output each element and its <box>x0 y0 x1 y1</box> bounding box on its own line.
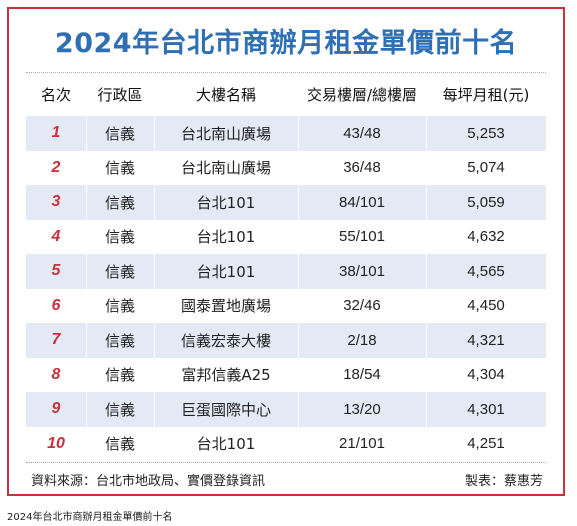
floor-cell: 84/101 <box>339 193 385 211</box>
page-title: 2024年台北市商辦月租金單價前十名 <box>54 28 518 59</box>
rank-cell: 4 <box>51 227 61 245</box>
building-cell: 台北101 <box>196 193 256 212</box>
table-row: 8 信義 富邦信義A25 18/54 4,304 <box>26 357 546 392</box>
header-rank: 名次 <box>40 86 71 104</box>
floor-cell: 2/18 <box>347 331 377 349</box>
floor-cell: 55/101 <box>339 228 385 246</box>
district-cell: 信義 <box>104 435 135 454</box>
building-cell: 台北南山廣場 <box>180 159 271 178</box>
table-row: 6 信義 國泰置地廣場 32/46 4,450 <box>26 288 546 323</box>
building-cell: 台北101 <box>196 262 256 281</box>
column-divider <box>426 116 427 461</box>
table-body: 1 信義 台北南山廣場 43/48 5,253 2 信義 台北南山廣場 36/4… <box>26 116 546 461</box>
district-cell: 信義 <box>104 193 135 212</box>
rank-cell: 10 <box>47 434 65 452</box>
table-row: 7 信義 信義宏泰大樓 2/18 4,321 <box>26 323 546 358</box>
district-cell: 信義 <box>104 366 135 385</box>
rent-cell: 5,253 <box>467 124 505 142</box>
rent-cell: 4,632 <box>467 228 505 246</box>
district-cell: 信義 <box>104 297 135 316</box>
rent-cell: 4,301 <box>467 400 505 418</box>
table-row: 10 信義 台北101 21/101 4,251 <box>26 426 546 461</box>
building-cell: 富邦信義A25 <box>181 366 271 385</box>
rent-cell: 4,251 <box>467 435 505 453</box>
credit-note: 製表：蔡惠芳 <box>464 474 543 489</box>
column-divider <box>154 116 155 461</box>
rank-cell: 3 <box>51 193 61 211</box>
footer-divider <box>26 462 546 463</box>
district-cell: 信義 <box>104 228 135 247</box>
header-building: 大樓名稱 <box>195 86 256 104</box>
rent-cell: 4,565 <box>467 262 505 280</box>
floor-cell: 38/101 <box>339 262 385 280</box>
rank-cell: 7 <box>51 331 61 349</box>
header-rent: 每坪月租(元) <box>442 86 530 104</box>
column-divider <box>86 116 87 461</box>
building-cell: 信義宏泰大樓 <box>180 331 271 350</box>
rank-cell: 9 <box>51 400 61 418</box>
floor-cell: 43/48 <box>343 124 381 142</box>
floor-cell: 36/48 <box>343 159 381 177</box>
table-row: 5 信義 台北101 38/101 4,565 <box>26 254 546 289</box>
table-header: 名次 行政區 大樓名稱 交易樓層/總樓層 每坪月租(元) <box>26 78 546 111</box>
source-note: 資料來源：台北市地政局、實價登錄資訊 <box>31 474 266 489</box>
floor-cell: 32/46 <box>343 297 381 315</box>
table-row: 1 信義 台北南山廣場 43/48 5,253 <box>26 116 546 151</box>
table-row: 9 信義 巨蛋國際中心 13/20 4,301 <box>26 392 546 427</box>
rank-cell: 5 <box>51 262 61 280</box>
floor-cell: 18/54 <box>343 366 381 384</box>
building-cell: 台北101 <box>196 228 256 247</box>
district-cell: 信義 <box>104 124 135 143</box>
table-row: 3 信義 台北101 84/101 5,059 <box>26 185 546 220</box>
rank-cell: 6 <box>51 296 61 314</box>
district-cell: 信義 <box>104 400 135 419</box>
rent-cell: 4,450 <box>467 297 505 315</box>
column-divider <box>298 116 299 461</box>
rent-cell: 4,321 <box>467 331 505 349</box>
floor-cell: 21/101 <box>339 435 385 453</box>
floor-cell: 13/20 <box>343 400 381 418</box>
rank-cell: 8 <box>51 365 61 383</box>
header-district: 行政區 <box>97 86 143 104</box>
building-cell: 台北南山廣場 <box>180 124 271 143</box>
rank-cell: 2 <box>51 158 61 176</box>
building-cell: 國泰置地廣場 <box>180 297 271 316</box>
table-row: 2 信義 台北南山廣場 36/48 5,074 <box>26 150 546 185</box>
building-cell: 巨蛋國際中心 <box>180 400 271 419</box>
rank-cell: 1 <box>51 124 61 142</box>
district-cell: 信義 <box>104 159 135 178</box>
building-cell: 台北101 <box>196 435 256 454</box>
rent-cell: 5,059 <box>467 193 505 211</box>
image-caption: 2024年台北市商辦月租金單價前十名 <box>7 512 173 523</box>
infographic-frame: 2024年台北市商辦月租金單價前十名 名次 行政區 大樓名稱 交易樓層/總樓層 … <box>7 7 565 496</box>
title-divider <box>26 72 546 73</box>
rent-cell: 4,304 <box>467 366 505 384</box>
district-cell: 信義 <box>104 262 135 281</box>
table-row: 4 信義 台北101 55/101 4,632 <box>26 219 546 254</box>
district-cell: 信義 <box>104 331 135 350</box>
rent-cell: 5,074 <box>467 159 505 177</box>
header-floor: 交易樓層/總樓層 <box>306 86 418 104</box>
